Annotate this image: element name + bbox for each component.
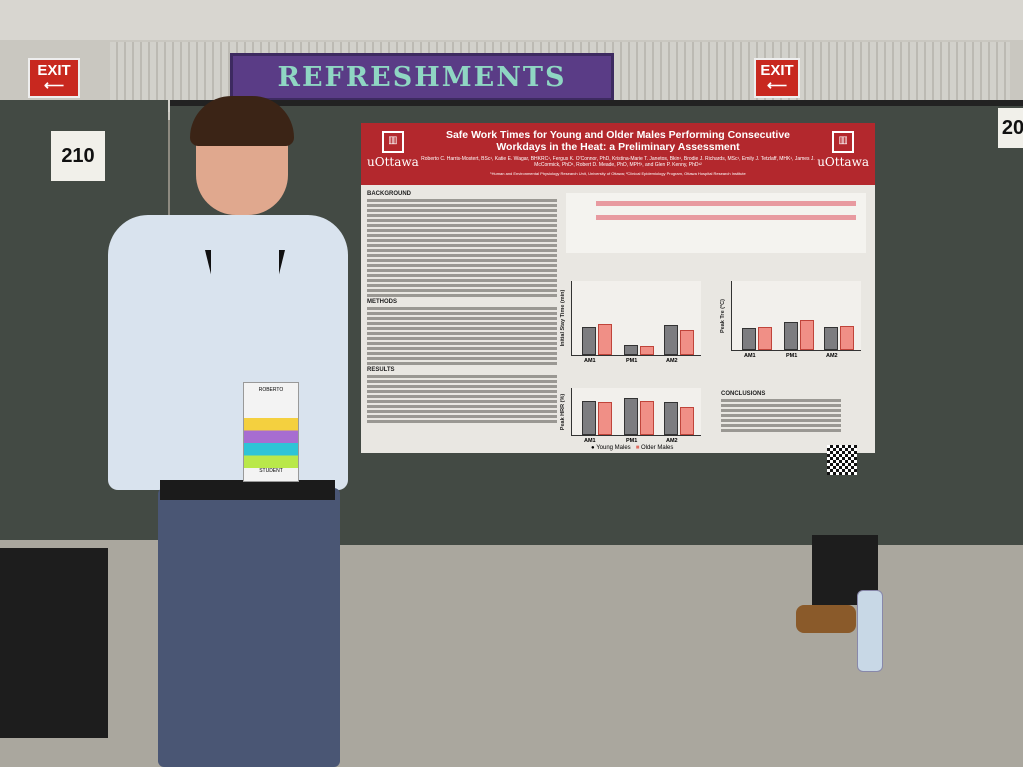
exit-label: EXIT [37, 62, 71, 79]
x-label: AM1 [744, 353, 756, 359]
background-person-legs [0, 548, 108, 738]
shoes [796, 605, 856, 633]
section-heading: CONCLUSIONS [721, 391, 766, 397]
qr-code [827, 445, 857, 475]
badge-ribbons [244, 418, 298, 468]
booth-number-card: 20 [998, 108, 1023, 148]
exit-sign-left: EXIT ⟵ [28, 58, 80, 98]
ceiling [0, 0, 1023, 40]
research-poster: ▥ uOttawa ▥ uOttawa Safe Work Times for Yo… [361, 123, 875, 475]
person-belt [160, 480, 335, 500]
exit-sign-right: EXIT ⟵ [754, 58, 800, 98]
x-label: AM2 [666, 358, 678, 364]
x-label: AM1 [584, 438, 596, 444]
arrow-icon: ⟵ [43, 77, 65, 93]
exit-label: EXIT [760, 62, 794, 79]
chart-peak-hrr: AM1 PM1 AM2 [571, 388, 701, 444]
x-label: PM1 [626, 358, 638, 364]
uottawa-logo-right: ▥ uOttawa [817, 131, 869, 169]
poster-header: ▥ uOttawa ▥ uOttawa Safe Work Times for Yo… [361, 123, 875, 185]
person-hair [190, 96, 294, 146]
badge-ribbon-label: STUDENT [259, 468, 283, 474]
y-axis-label-peak-tre: Peak Tre (°C) [720, 299, 726, 333]
y-axis-label-peak-hrr: Peak HRR (%) [560, 393, 566, 431]
chart-initial-stay-time: AM1 PM1 AM2 [571, 281, 701, 364]
section-heading: METHODS [367, 299, 397, 305]
conclusions: CONCLUSIONS [721, 391, 841, 434]
refreshments-label: REFRESHMENTS [277, 61, 567, 93]
building-icon: ▥ [832, 131, 855, 153]
section-heading: BACKGROUND [367, 191, 411, 197]
y-axis-label-stay-time: Initial Stay Time (min) [560, 289, 566, 347]
chart-legend: ● Young Males ■ Older Males [591, 445, 674, 451]
x-label: PM1 [786, 353, 798, 359]
person-pants [158, 488, 340, 767]
poster-title: Safe Work Times for Young and Older Male… [445, 129, 791, 153]
building-icon: ▥ [381, 131, 404, 153]
poster-authors: Roberto C. Harris-Mostert, BSc¹, Katie E… [421, 156, 815, 168]
badge-name: ROBERTO [258, 387, 284, 393]
booth-number-card: 210 [51, 131, 105, 181]
logo-text: uOttawa [367, 155, 419, 169]
legend-young: Young Males [596, 445, 631, 451]
legend-older: Older Males [640, 445, 674, 451]
name-badge: ROBERTO STUDENT [243, 382, 299, 482]
x-label: AM2 [826, 353, 838, 359]
chart-peak-tre: AM1 PM1 AM2 [731, 281, 861, 359]
section-heading: RESULTS [367, 367, 395, 373]
water-bottle [857, 590, 883, 672]
x-label: AM1 [584, 358, 596, 364]
poster-affiliations: ¹Human and Environmental Physiology Rese… [490, 171, 746, 176]
uottawa-logo-left: ▥ uOttawa [367, 131, 419, 169]
poster-left-column: BACKGROUND METHODS RESULTS [367, 191, 557, 425]
logo-text: uOttawa [817, 155, 869, 169]
protocol-timeline [566, 193, 866, 253]
person-shirt [108, 215, 348, 490]
arrow-icon: ⟵ [766, 77, 788, 93]
x-label: AM2 [666, 438, 678, 444]
refreshments-banner: REFRESHMENTS [230, 53, 614, 101]
x-label: PM1 [626, 438, 638, 444]
